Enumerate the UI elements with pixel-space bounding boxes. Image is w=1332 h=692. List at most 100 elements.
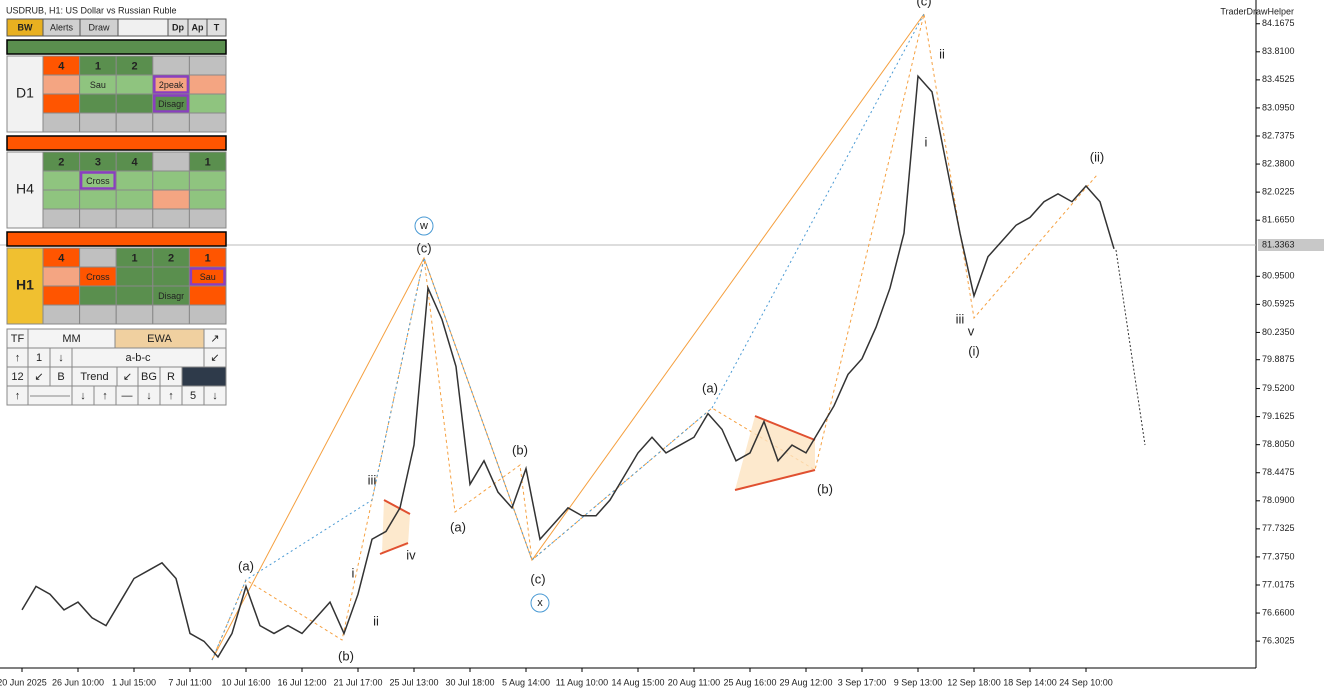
status-cell — [188, 170, 227, 191]
status-cell — [115, 74, 154, 95]
status-cell — [188, 285, 227, 306]
x-tick-label: 20 Jun 2025 — [0, 677, 47, 687]
wave-label: iii — [956, 311, 965, 326]
toolbar-label: ↙ — [34, 371, 43, 383]
y-tick-label: 79.5200 — [1262, 383, 1295, 393]
status-cell — [115, 285, 154, 306]
y-tick-label: 81.6650 — [1262, 215, 1295, 225]
wave-circle — [530, 593, 550, 613]
status-cell — [152, 208, 190, 229]
toolbar-label: ↑ — [15, 390, 21, 402]
x-tick-label: 5 Aug 14:00 — [502, 677, 550, 687]
toolbar-label: ↓ — [146, 390, 152, 402]
toolbar-label: ↙ — [210, 352, 219, 364]
triangle-edge — [734, 469, 816, 491]
status-cell — [79, 112, 117, 133]
price-label-bg — [1258, 239, 1324, 251]
y-tick-label: 79.8875 — [1262, 354, 1295, 364]
toolbar-label: MM — [62, 333, 80, 345]
status-cell — [188, 55, 227, 76]
wave-label: iv — [406, 547, 416, 562]
x-tick-label: 30 Jul 18:00 — [445, 677, 494, 687]
x-tick-label: 9 Sep 13:00 — [894, 677, 943, 687]
cell-text: 2 — [168, 252, 174, 264]
cell-text: 4 — [131, 156, 138, 168]
y-tick-label: 83.0950 — [1262, 102, 1295, 112]
x-tick-label: 18 Sep 14:00 — [1003, 677, 1057, 687]
tab-label: Draw — [88, 22, 110, 32]
wave-label: (c) — [916, 0, 931, 8]
status-cell — [79, 93, 117, 114]
status-bar — [6, 231, 227, 247]
y-tick-label: 82.7375 — [1262, 130, 1295, 140]
toolbar-label: ↙ — [123, 371, 132, 383]
cell-text: Sau — [200, 272, 216, 282]
triangle-edge — [379, 542, 409, 555]
status-cell — [115, 304, 154, 325]
tab[interactable] — [117, 18, 169, 37]
x-tick-label: 10 Jul 16:00 — [221, 677, 270, 687]
tab-label: BW — [18, 22, 33, 32]
x-tick-label: 1 Jul 15:00 — [112, 677, 156, 687]
status-cell — [152, 112, 190, 133]
y-tick-label: 83.4525 — [1262, 74, 1295, 84]
status-cell — [79, 285, 117, 306]
status-cell — [42, 266, 81, 287]
cell-highlight — [153, 75, 190, 94]
status-cell — [115, 266, 154, 287]
timeframe-label-bg — [6, 247, 44, 325]
y-tick-label: 78.0900 — [1262, 495, 1295, 505]
toolbar-label: BG — [141, 371, 157, 383]
cell-text: Cross — [86, 272, 110, 282]
wave-subzigzag — [211, 13, 1098, 661]
status-cell — [115, 170, 154, 191]
status-cell — [188, 208, 227, 229]
status-cell — [152, 266, 190, 287]
wave-label: (a) — [702, 380, 718, 395]
brand: TraderDrawHelper — [1220, 6, 1294, 16]
toolbar-label: Trend — [80, 371, 108, 383]
wave-label: (c) — [530, 571, 545, 586]
toolbar-label: 1 — [36, 352, 42, 364]
timeframe-label: H1 — [16, 277, 34, 293]
toolbar-label: EWA — [147, 333, 172, 345]
price-label: 81.3363 — [1262, 239, 1295, 249]
tab-label: Dp — [172, 22, 184, 32]
wave-label: (b) — [512, 442, 528, 457]
status-cell — [79, 208, 117, 229]
wave-label: i — [352, 565, 355, 580]
tab-label: Ap — [192, 22, 204, 32]
toolbar-label: — — [122, 390, 133, 402]
wave-label: x — [537, 597, 543, 609]
tab-label: T — [214, 22, 220, 32]
wave-zigzag — [211, 13, 925, 661]
status-cell — [188, 112, 227, 133]
status-cell — [188, 304, 227, 325]
status-cell — [79, 189, 117, 210]
status-cell — [42, 285, 81, 306]
cell-text: Sau — [90, 80, 106, 90]
toolbar-label: ↑ — [168, 390, 174, 402]
y-tick-label: 77.3750 — [1262, 551, 1295, 561]
toolbar-block — [181, 366, 227, 387]
tab[interactable] — [206, 18, 227, 37]
status-cell — [42, 189, 81, 210]
wave-label: ii — [939, 46, 945, 61]
status-cell — [115, 93, 154, 114]
toolbar-label: 5 — [190, 390, 196, 402]
triangle — [382, 500, 410, 553]
toolbar-label: 12 — [11, 371, 23, 383]
y-tick-label: 79.1625 — [1262, 411, 1295, 421]
cell-text: Disagr — [158, 99, 184, 109]
wave-label: v — [968, 323, 975, 338]
y-tick-label: 80.9500 — [1262, 271, 1295, 281]
status-cell — [152, 151, 190, 172]
x-tick-label: 24 Sep 10:00 — [1059, 677, 1113, 687]
x-tick-label: 3 Sep 17:00 — [838, 677, 887, 687]
wave-label: w — [419, 220, 428, 232]
wave-label: i — [925, 134, 928, 149]
status-cell — [79, 304, 117, 325]
cell-text: Cross — [86, 176, 110, 186]
status-cell — [188, 93, 227, 114]
